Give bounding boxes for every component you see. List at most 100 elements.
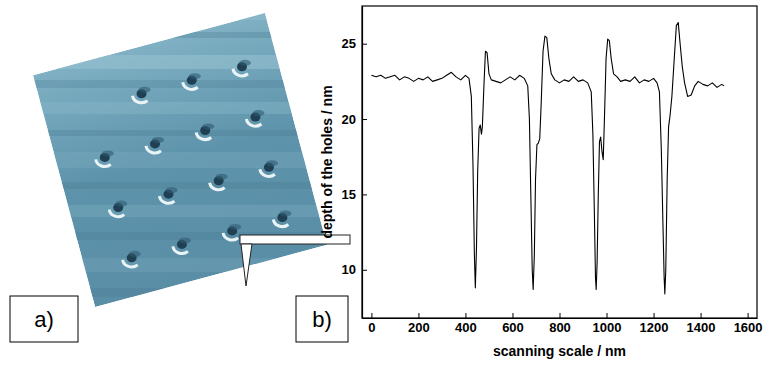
y-tick-label: 25 [342,36,356,51]
y-tick: 10 [342,262,367,277]
profile-line [371,23,724,294]
x-axis-title: scanning scale / nm [493,343,626,359]
afm-hole [210,174,228,190]
y-tick: 20 [342,112,367,127]
y-tick-label: 10 [342,262,356,277]
hole-shadow [102,150,114,156]
afm-hole [233,60,251,76]
panel-label-box: b) [296,296,348,342]
afm-hole [246,110,264,126]
plot-area [371,23,724,294]
x-tick-mark [465,313,466,318]
x-tick: 200 [408,313,430,335]
afm-stripe [33,32,327,38]
panel-label-frame [296,296,348,342]
x-tick-mark [701,313,702,318]
y-tick-mark [362,194,367,195]
afm-surface [33,13,327,307]
x-tick-mark [607,313,608,318]
chart: 0 200 400 600 800 1000 1200 1400 1600 10 15 20 25 sca… [319,6,763,359]
x-tick: 600 [502,313,524,335]
hole-shadow [139,87,151,93]
x-tick-label: 800 [549,320,571,335]
panel-label: a) [34,307,54,332]
x-axis: 0 200 400 600 800 1000 1200 1400 1600 [363,313,763,335]
afm-hole [109,201,127,217]
x-tick: 800 [549,313,571,335]
afm-hole [146,137,164,153]
afm-hole [173,237,191,253]
hole-shadow [239,60,251,66]
afm-hole [123,251,141,267]
hole-shadow [252,110,264,116]
afm-stripe [33,258,327,272]
y-tick-mark [362,44,367,45]
hole-shadow [165,187,177,193]
panel-label-frame [10,296,78,342]
hole-shadow [189,73,201,79]
y-tick-label: 15 [342,187,356,202]
y-tick: 25 [342,36,367,51]
hole-shadow [129,251,141,257]
afm-image [0,0,472,365]
y-tick-mark [362,119,367,120]
afm-stripe [33,130,327,136]
tip-point [241,244,252,286]
x-tick-mark [654,313,655,318]
hole-shadow [179,237,191,243]
afm-hole [260,160,278,176]
y-axis-line [362,7,363,319]
afm-stripes [33,13,327,297]
x-tick: 1400 [687,313,716,335]
hole-shadow [115,201,127,207]
afm-hole [196,123,214,139]
hole-shadow [202,123,214,129]
afm-hole [96,150,114,166]
x-tick: 400 [455,313,477,335]
x-tick: 0 [368,313,375,335]
afm-tip [240,235,350,286]
hole-shadow [229,224,241,230]
hole-shadow [152,137,164,143]
afm-hole [223,224,241,240]
x-tick-label: 0 [368,320,375,335]
x-tick-mark [748,313,749,318]
y-tick-mark [362,270,367,271]
plot-frame [362,6,757,318]
x-tick-mark [560,313,561,318]
afm-stripe [33,182,327,189]
panel-label-box: a) [10,296,78,342]
y-axis-title: depth of the holes / nm [319,85,335,238]
x-tick-label: 1600 [734,320,763,335]
afm-hole [133,87,151,103]
x-tick-label: 1000 [593,320,622,335]
afm-stripe [33,13,327,20]
x-tick-label: 600 [502,320,524,335]
hole-shadow [279,210,291,216]
x-axis-line [363,318,758,319]
afm-stripe [33,55,327,69]
afm-stripe [33,205,327,217]
x-tick-mark [418,313,419,318]
panel-label: b) [312,307,332,332]
hole-shadow [216,174,228,180]
x-tick-label: 200 [408,320,430,335]
x-tick-mark [371,313,372,318]
hole-shadow [266,160,278,166]
y-tick-label: 20 [342,112,356,127]
x-tick: 1200 [640,313,669,335]
x-tick-label: 1400 [687,320,716,335]
afm-stripe [33,80,327,88]
x-tick-label: 400 [455,320,477,335]
afm-hole [183,73,201,89]
afm-stripe [33,152,327,168]
x-tick-mark [512,313,513,318]
x-tick-label: 1200 [640,320,669,335]
afm-stripe [33,102,327,114]
afm-hole [273,210,291,226]
y-axis: 10 15 20 25 [342,7,367,319]
figure: a) b) 0 200 400 600 800 1000 1200 1400 1600 10 15 20 2… [0,0,781,365]
afm-hole [159,187,177,203]
y-tick: 15 [342,187,367,202]
x-tick: 1600 [734,313,763,335]
